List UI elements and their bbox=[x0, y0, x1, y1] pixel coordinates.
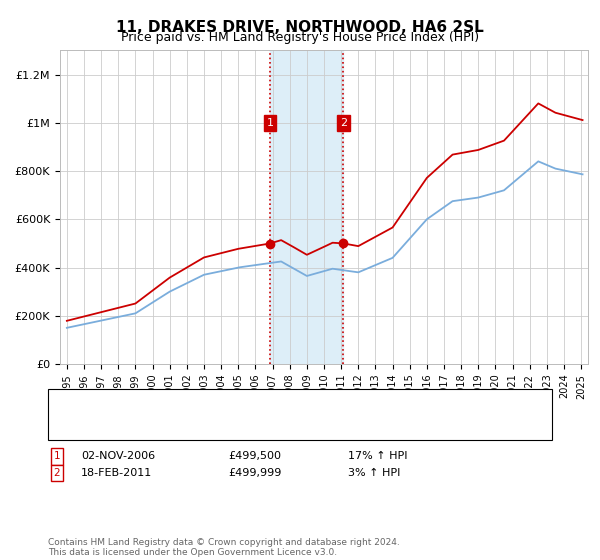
Text: 1: 1 bbox=[266, 118, 274, 128]
Text: 18-FEB-2011: 18-FEB-2011 bbox=[81, 468, 152, 478]
Text: 17% ↑ HPI: 17% ↑ HPI bbox=[348, 451, 407, 461]
Text: 2: 2 bbox=[53, 468, 61, 478]
Text: 11, DRAKES DRIVE, NORTHWOOD, HA6 2SL (detached house): 11, DRAKES DRIVE, NORTHWOOD, HA6 2SL (de… bbox=[108, 398, 428, 408]
Bar bbox=[270, 50, 343, 364]
Text: 02-NOV-2006: 02-NOV-2006 bbox=[81, 451, 155, 461]
Text: ────: ──── bbox=[60, 397, 90, 410]
Text: 3% ↑ HPI: 3% ↑ HPI bbox=[348, 468, 400, 478]
Text: 1: 1 bbox=[53, 451, 61, 461]
Text: £499,500: £499,500 bbox=[228, 451, 281, 461]
Text: £499,999: £499,999 bbox=[228, 468, 281, 478]
Text: ────: ──── bbox=[60, 421, 90, 433]
Text: 11, DRAKES DRIVE, NORTHWOOD, HA6 2SL: 11, DRAKES DRIVE, NORTHWOOD, HA6 2SL bbox=[116, 20, 484, 35]
Text: Contains HM Land Registry data © Crown copyright and database right 2024.
This d: Contains HM Land Registry data © Crown c… bbox=[48, 538, 400, 557]
Text: HPI: Average price, detached house, Hillingdon: HPI: Average price, detached house, Hill… bbox=[108, 422, 353, 432]
Text: Price paid vs. HM Land Registry's House Price Index (HPI): Price paid vs. HM Land Registry's House … bbox=[121, 31, 479, 44]
Text: 2: 2 bbox=[340, 118, 347, 128]
